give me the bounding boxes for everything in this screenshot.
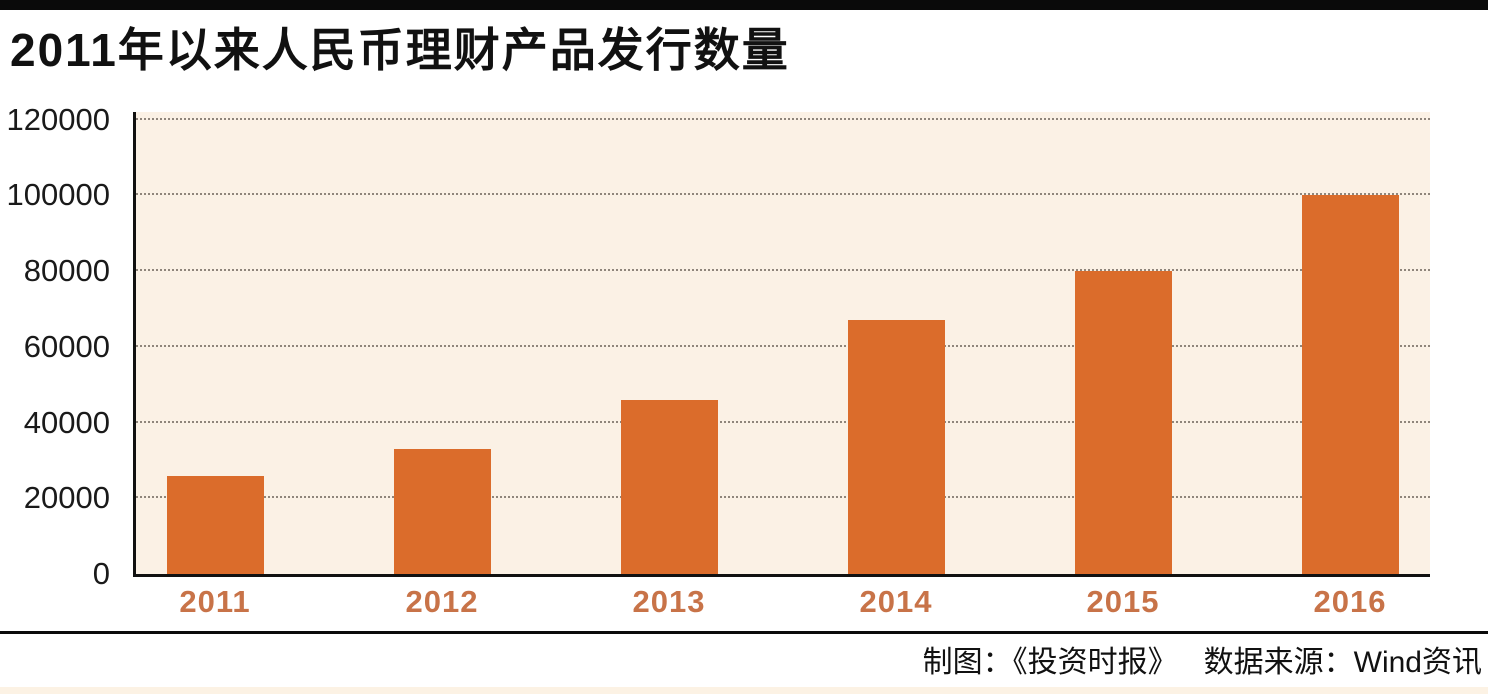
gridline-60000 — [136, 344, 1430, 347]
gridline-20000 — [136, 496, 1430, 499]
x-tick-label-2011: 2011 — [179, 584, 251, 619]
gridline-100000 — [136, 193, 1430, 196]
bar-2013 — [620, 399, 718, 574]
bottom-accent-bar — [0, 687, 1488, 694]
y-tick-label-120000: 120000 — [6, 101, 110, 137]
footer: 制图：《投资时报》 数据来源：Wind资讯 — [0, 643, 1482, 683]
x-tick-label-2012: 2012 — [405, 584, 479, 619]
bar-2016 — [1301, 195, 1399, 574]
x-tick-label-2013: 2013 — [632, 584, 706, 619]
y-tick-label-0: 0 — [92, 556, 110, 591]
gridline-40000 — [136, 420, 1430, 423]
data-source-text: 数据来源：Wind资讯 — [1203, 646, 1482, 679]
y-tick-label-80000: 80000 — [23, 253, 110, 289]
plot-area — [133, 112, 1430, 577]
x-tick-label-2015: 2015 — [1086, 584, 1160, 619]
x-tick-label-2014: 2014 — [859, 584, 933, 619]
chart-title: 2011年以来人民币理财产品发行数量 — [10, 24, 790, 76]
bar-2011 — [166, 475, 264, 574]
y-tick-label-60000: 60000 — [23, 328, 110, 364]
x-tick-label-2016: 2016 — [1313, 584, 1387, 619]
gridline-80000 — [136, 269, 1430, 272]
credit-text: 制图：《投资时报》 — [922, 646, 1178, 679]
y-tick-label-20000: 20000 — [23, 480, 110, 516]
bar-2012 — [393, 449, 491, 574]
x-axis: 2011 2012 2013 2014 2015 2016 — [136, 584, 1430, 622]
bar-2014 — [847, 320, 945, 574]
footer-divider — [0, 631, 1488, 634]
top-accent-bar — [0, 0, 1488, 10]
y-tick-label-100000: 100000 — [6, 177, 110, 213]
y-axis: 0 20000 40000 60000 80000 100000 120000 — [0, 0, 112, 694]
y-tick-label-40000: 40000 — [23, 404, 110, 440]
gridline-120000 — [136, 117, 1430, 120]
bar-2015 — [1074, 271, 1172, 574]
